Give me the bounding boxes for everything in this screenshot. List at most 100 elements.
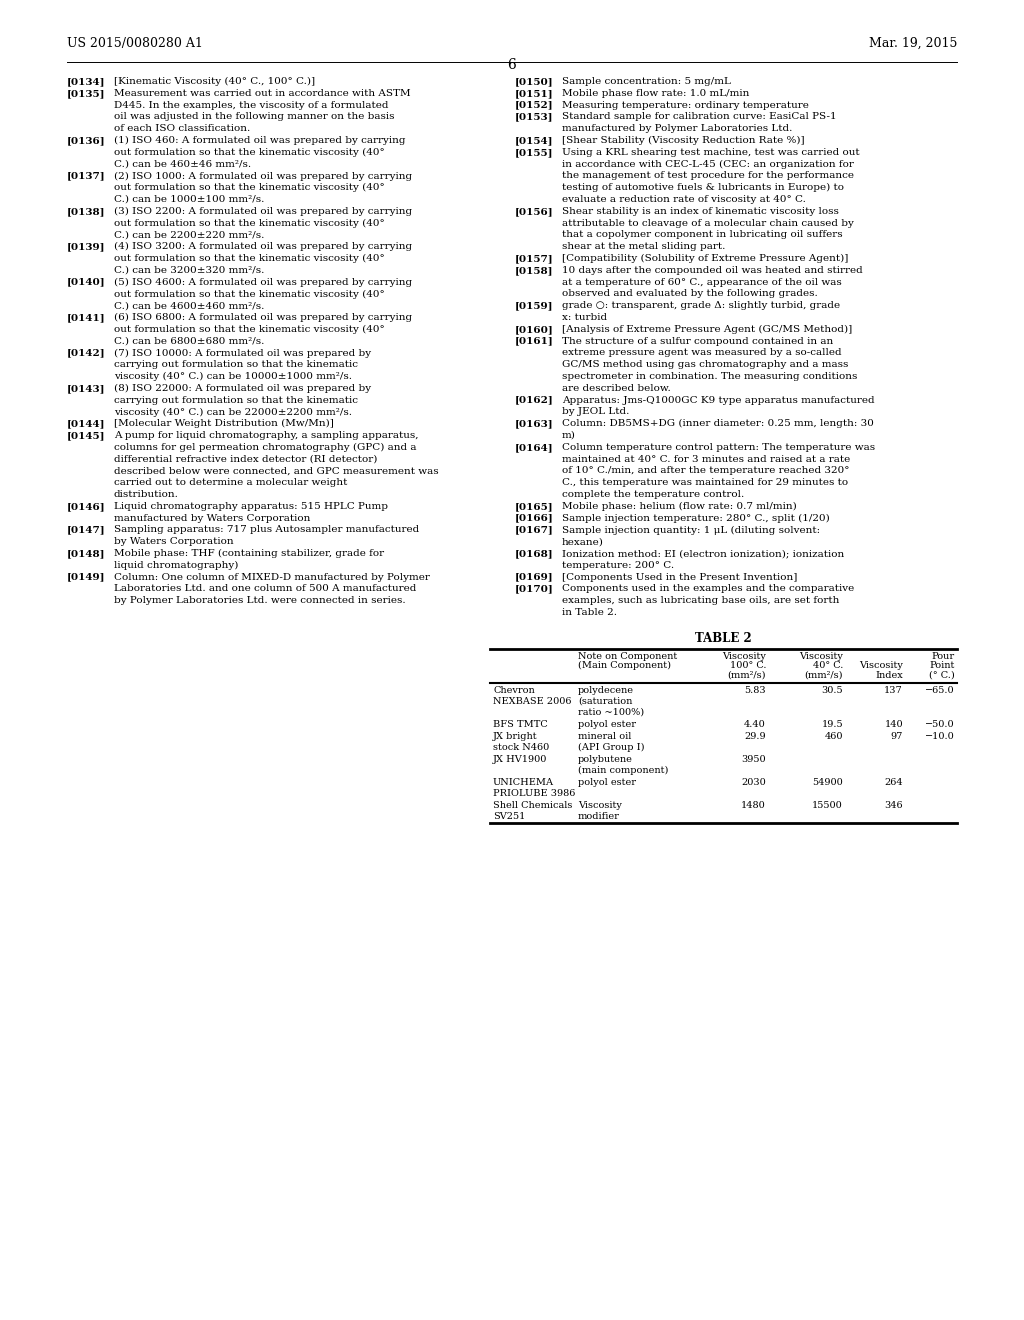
Text: 97: 97 [891,733,903,742]
Text: [Analysis of Extreme Pressure Agent (GC/MS Method)]: [Analysis of Extreme Pressure Agent (GC/… [562,325,852,334]
Text: [0166]: [0166] [515,513,554,523]
Text: UNICHEMA: UNICHEMA [493,779,554,787]
Text: [Shear Stability (Viscosity Reduction Rate %)]: [Shear Stability (Viscosity Reduction Ra… [562,136,805,145]
Text: polydecene: polydecene [578,686,634,696]
Text: out formulation so that the kinematic viscosity (40°: out formulation so that the kinematic vi… [114,219,385,228]
Text: NEXBASE 2006: NEXBASE 2006 [493,697,571,706]
Text: examples, such as lubricating base oils, are set forth: examples, such as lubricating base oils,… [562,597,840,605]
Text: −65.0: −65.0 [926,686,955,696]
Text: [Compatibility (Solubility of Extreme Pressure Agent)]: [Compatibility (Solubility of Extreme Pr… [562,253,848,263]
Text: 40° C.: 40° C. [813,661,843,671]
Text: [0146]: [0146] [67,502,105,511]
Text: [0144]: [0144] [67,420,105,428]
Text: [0164]: [0164] [515,442,554,451]
Text: distribution.: distribution. [114,490,179,499]
Text: out formulation so that the kinematic viscosity (40°: out formulation so that the kinematic vi… [114,289,385,298]
Text: x: turbid: x: turbid [562,313,607,322]
Text: Viscosity: Viscosity [722,652,766,661]
Text: Sample concentration: 5 mg/mL: Sample concentration: 5 mg/mL [562,77,731,86]
Text: Column: One column of MIXED-D manufactured by Polymer: Column: One column of MIXED-D manufactur… [114,573,430,582]
Text: Column: DB5MS+DG (inner diameter: 0.25 mm, length: 30: Column: DB5MS+DG (inner diameter: 0.25 m… [562,420,873,428]
Text: Viscosity: Viscosity [799,652,843,661]
Text: 137: 137 [885,686,903,696]
Text: liquid chromatography): liquid chromatography) [114,561,239,570]
Text: grade ○: transparent, grade Δ: slightly turbid, grade: grade ○: transparent, grade Δ: slightly … [562,301,840,310]
Text: D445. In the examples, the viscosity of a formulated: D445. In the examples, the viscosity of … [114,100,388,110]
Text: (2) ISO 1000: A formulated oil was prepared by carrying: (2) ISO 1000: A formulated oil was prepa… [114,172,412,181]
Text: 6: 6 [508,58,516,73]
Text: described below were connected, and GPC measurement was: described below were connected, and GPC … [114,466,438,475]
Text: GC/MS method using gas chromatography and a mass: GC/MS method using gas chromatography an… [562,360,848,370]
Text: Mobile phase: THF (containing stabilizer, grade for: Mobile phase: THF (containing stabilizer… [114,549,384,558]
Text: (Main Component): (Main Component) [578,661,671,671]
Text: differential refractive index detector (RI detector): differential refractive index detector (… [114,454,378,463]
Text: the management of test procedure for the performance: the management of test procedure for the… [562,172,854,181]
Text: Mar. 19, 2015: Mar. 19, 2015 [868,37,957,50]
Text: 54900: 54900 [812,779,843,787]
Text: viscosity (40° C.) can be 22000±2200 mm²/s.: viscosity (40° C.) can be 22000±2200 mm²… [114,408,352,417]
Text: [0155]: [0155] [515,148,554,157]
Text: 30.5: 30.5 [821,686,843,696]
Text: 15500: 15500 [812,801,843,810]
Text: Column temperature control pattern: The temperature was: Column temperature control pattern: The … [562,442,876,451]
Text: 5.83: 5.83 [744,686,766,696]
Text: are described below.: are described below. [562,384,671,393]
Text: [0156]: [0156] [515,207,554,215]
Text: SV251: SV251 [493,812,525,821]
Text: ratio ~100%): ratio ~100%) [578,708,644,717]
Text: carrying out formulation so that the kinematic: carrying out formulation so that the kin… [114,396,358,405]
Text: [0159]: [0159] [515,301,554,310]
Text: (7) ISO 10000: A formulated oil was prepared by: (7) ISO 10000: A formulated oil was prep… [114,348,371,358]
Text: observed and evaluated by the following grades.: observed and evaluated by the following … [562,289,818,298]
Text: of 10° C./min, and after the temperature reached 320°: of 10° C./min, and after the temperature… [562,466,850,475]
Text: 100° C.: 100° C. [729,661,766,671]
Text: polyol ester: polyol ester [578,779,636,787]
Text: BFS TMTC: BFS TMTC [493,719,548,729]
Text: [0140]: [0140] [67,277,105,286]
Text: (1) ISO 460: A formulated oil was prepared by carrying: (1) ISO 460: A formulated oil was prepar… [114,136,406,145]
Text: spectrometer in combination. The measuring conditions: spectrometer in combination. The measuri… [562,372,857,381]
Text: C.) can be 2200±220 mm²/s.: C.) can be 2200±220 mm²/s. [114,231,264,239]
Text: C.) can be 1000±100 mm²/s.: C.) can be 1000±100 mm²/s. [114,195,264,205]
Text: carrying out formulation so that the kinematic: carrying out formulation so that the kin… [114,360,358,370]
Text: [0134]: [0134] [67,77,105,86]
Text: temperature: 200° C.: temperature: 200° C. [562,561,674,570]
Text: (mm²/s): (mm²/s) [727,671,766,680]
Text: Using a KRL shearing test machine, test was carried out: Using a KRL shearing test machine, test … [562,148,859,157]
Text: [0137]: [0137] [67,172,105,181]
Text: [0139]: [0139] [67,242,105,251]
Text: PRIOLUBE 3986: PRIOLUBE 3986 [493,789,575,797]
Text: [0145]: [0145] [67,432,105,440]
Text: [0157]: [0157] [515,253,554,263]
Text: Measurement was carried out in accordance with ASTM: Measurement was carried out in accordanc… [114,88,411,98]
Text: by Waters Corporation: by Waters Corporation [114,537,233,546]
Text: −10.0: −10.0 [926,733,955,742]
Text: by Polymer Laboratories Ltd. were connected in series.: by Polymer Laboratories Ltd. were connec… [114,597,406,605]
Text: Shear stability is an index of kinematic viscosity loss: Shear stability is an index of kinematic… [562,207,839,215]
Text: (6) ISO 6800: A formulated oil was prepared by carrying: (6) ISO 6800: A formulated oil was prepa… [114,313,412,322]
Text: Apparatus: Jms-Q1000GC K9 type apparatus manufactured: Apparatus: Jms-Q1000GC K9 type apparatus… [562,396,874,405]
Text: Sampling apparatus: 717 plus Autosampler manufactured: Sampling apparatus: 717 plus Autosampler… [114,525,419,535]
Text: carried out to determine a molecular weight: carried out to determine a molecular wei… [114,478,347,487]
Text: [0147]: [0147] [67,525,105,535]
Text: [Molecular Weight Distribution (Mw/Mn)]: [Molecular Weight Distribution (Mw/Mn)] [114,420,334,428]
Text: [0151]: [0151] [515,88,554,98]
Text: oil was adjusted in the following manner on the basis: oil was adjusted in the following manner… [114,112,394,121]
Text: shear at the metal sliding part.: shear at the metal sliding part. [562,242,725,251]
Text: hexane): hexane) [562,537,604,546]
Text: A pump for liquid chromatography, a sampling apparatus,: A pump for liquid chromatography, a samp… [114,432,419,440]
Text: C., this temperature was maintained for 29 minutes to: C., this temperature was maintained for … [562,478,848,487]
Text: (8) ISO 22000: A formulated oil was prepared by: (8) ISO 22000: A formulated oil was prep… [114,384,371,393]
Text: out formulation so that the kinematic viscosity (40°: out formulation so that the kinematic vi… [114,325,385,334]
Text: [0162]: [0162] [515,396,554,405]
Text: [0154]: [0154] [515,136,554,145]
Text: [0167]: [0167] [515,525,554,535]
Text: [0170]: [0170] [515,585,554,594]
Text: at a temperature of 60° C., appearance of the oil was: at a temperature of 60° C., appearance o… [562,277,842,286]
Text: polyol ester: polyol ester [578,719,636,729]
Text: 3950: 3950 [741,755,766,764]
Text: [0158]: [0158] [515,265,554,275]
Text: [0138]: [0138] [67,207,105,215]
Text: testing of automotive fuels & lubricants in Europe) to: testing of automotive fuels & lubricants… [562,183,844,193]
Text: 19.5: 19.5 [821,719,843,729]
